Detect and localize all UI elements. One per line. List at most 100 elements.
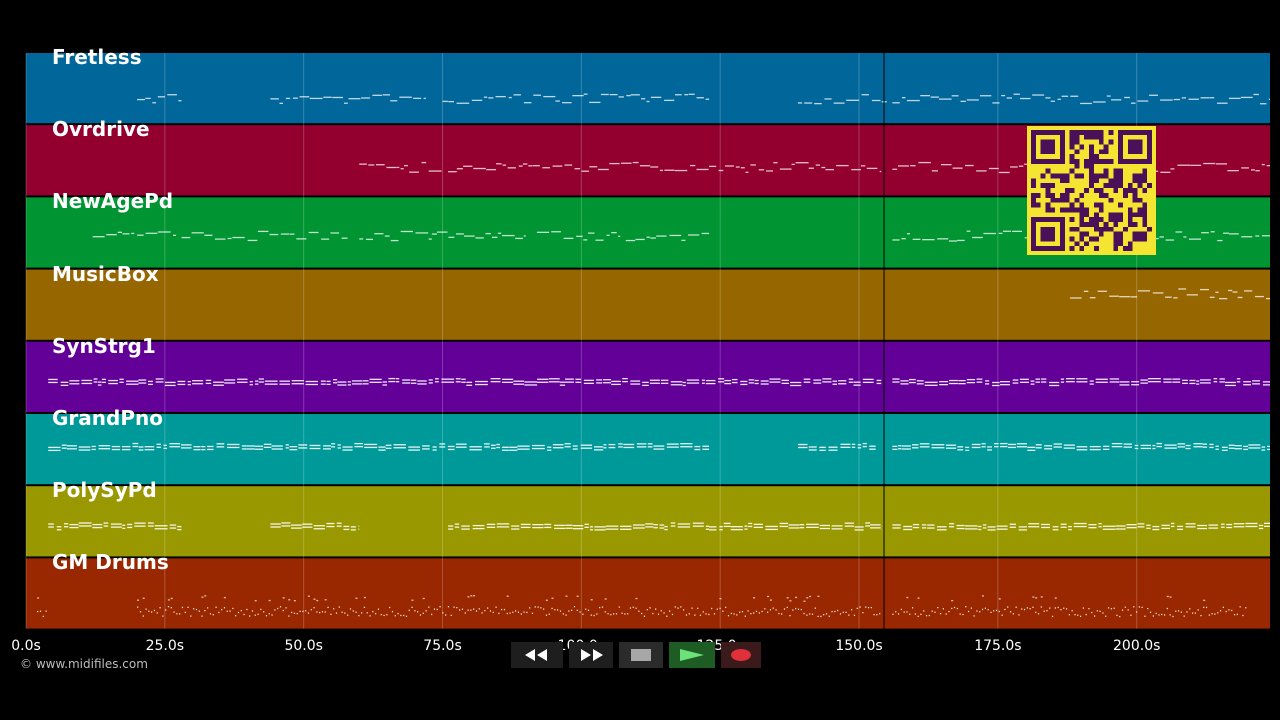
note xyxy=(666,446,679,448)
note xyxy=(747,610,749,612)
note xyxy=(1210,231,1215,233)
note xyxy=(1001,94,1006,97)
note xyxy=(111,445,121,448)
note xyxy=(618,443,623,445)
note xyxy=(359,238,364,240)
note xyxy=(819,527,830,530)
note xyxy=(335,612,338,614)
note xyxy=(461,528,470,530)
note xyxy=(280,233,290,235)
record-button[interactable] xyxy=(721,642,761,668)
note xyxy=(1200,97,1210,99)
note xyxy=(1057,98,1061,100)
note xyxy=(1074,613,1076,616)
note xyxy=(846,99,860,101)
note xyxy=(1267,448,1270,451)
note xyxy=(1110,608,1112,610)
note xyxy=(506,612,508,615)
note xyxy=(740,383,748,386)
note xyxy=(1073,525,1087,528)
note xyxy=(719,529,723,531)
note xyxy=(1041,526,1050,529)
note xyxy=(547,446,552,448)
note xyxy=(957,449,964,451)
note xyxy=(790,384,802,387)
note xyxy=(472,524,485,527)
track-label: GM Drums xyxy=(52,550,169,575)
note xyxy=(769,381,781,383)
note xyxy=(797,608,800,610)
note xyxy=(1217,102,1228,104)
note xyxy=(919,446,930,448)
note xyxy=(281,525,291,527)
note xyxy=(596,379,603,381)
fast-forward-button[interactable] xyxy=(569,642,613,668)
note xyxy=(1200,614,1202,617)
note xyxy=(825,613,828,615)
play-button[interactable] xyxy=(669,642,715,668)
note xyxy=(976,610,978,612)
note xyxy=(1103,448,1110,451)
note xyxy=(996,525,1008,527)
note xyxy=(622,380,628,383)
note xyxy=(1209,443,1214,446)
note xyxy=(1147,381,1161,383)
note xyxy=(66,445,77,447)
note xyxy=(254,600,257,602)
note xyxy=(965,446,970,449)
note xyxy=(871,99,881,102)
note xyxy=(492,611,494,614)
note xyxy=(632,606,634,608)
note xyxy=(803,600,806,602)
note xyxy=(474,380,488,383)
note xyxy=(1131,381,1140,383)
note xyxy=(573,606,576,608)
note xyxy=(326,525,335,528)
note xyxy=(682,381,686,384)
note xyxy=(730,612,732,615)
note xyxy=(571,609,573,611)
note xyxy=(1026,607,1028,609)
note xyxy=(473,608,475,610)
note xyxy=(502,164,507,166)
note xyxy=(1141,606,1143,609)
note xyxy=(754,379,759,382)
note xyxy=(621,612,623,614)
note xyxy=(1111,445,1123,448)
note xyxy=(659,524,665,526)
note xyxy=(1040,596,1043,598)
note xyxy=(326,522,335,525)
note xyxy=(1098,523,1102,525)
note xyxy=(270,526,281,528)
note xyxy=(1160,171,1171,174)
note xyxy=(1061,95,1069,97)
note xyxy=(478,608,480,610)
note xyxy=(337,447,341,449)
note xyxy=(241,445,247,447)
note xyxy=(982,524,987,526)
note xyxy=(523,102,532,104)
note xyxy=(223,607,226,609)
note xyxy=(484,609,486,612)
tick-label: 75.0s xyxy=(423,638,462,654)
note xyxy=(351,383,363,385)
note xyxy=(611,231,617,234)
note xyxy=(705,98,710,100)
note xyxy=(603,447,607,449)
note xyxy=(972,236,983,239)
note xyxy=(450,614,452,617)
note xyxy=(554,609,556,611)
note xyxy=(529,607,531,609)
note xyxy=(520,526,531,529)
stop-button[interactable] xyxy=(619,642,663,668)
rewind-button[interactable] xyxy=(511,642,563,668)
note xyxy=(421,161,427,164)
note xyxy=(575,381,582,383)
note xyxy=(119,378,124,380)
note xyxy=(775,609,777,611)
note xyxy=(912,447,919,449)
note xyxy=(1130,296,1138,298)
note xyxy=(646,609,648,611)
note xyxy=(369,381,382,383)
note xyxy=(608,443,616,446)
